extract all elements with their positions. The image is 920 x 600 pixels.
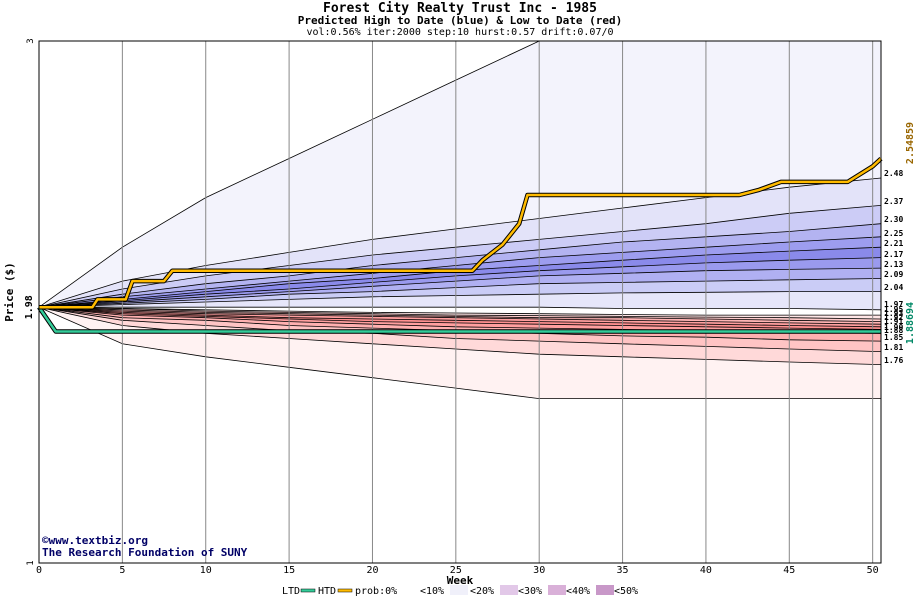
right-value-label: 2.21 (884, 239, 903, 248)
htd-line (39, 157, 882, 309)
x-tick-label: 25 (450, 565, 462, 576)
upper-band-1 (39, 178, 881, 308)
right-value-label: 1.93 (884, 309, 903, 318)
legend-item-label: <20% (470, 586, 494, 597)
legend-swatch (548, 585, 566, 595)
legend-swatch (450, 585, 468, 595)
x-tick-label: 45 (783, 565, 795, 576)
x-tick-label: 30 (533, 565, 545, 576)
right-value-label: 1.90 (884, 323, 903, 332)
grid-lines (121, 41, 874, 563)
legend-swatch (596, 585, 614, 595)
ltd-last-value: 1.88694 (905, 302, 916, 344)
ltd-line (37, 306, 881, 333)
right-value-label: 2.13 (884, 260, 903, 269)
x-tick-label: 10 (200, 565, 212, 576)
right-value-label: 1.95 (884, 305, 903, 314)
start-price-label: 1.98 (24, 295, 35, 319)
lower-band-4 (39, 307, 881, 334)
upper-band-3 (39, 223, 881, 308)
upper-band-8 (39, 278, 881, 308)
x-tick-label: 40 (700, 565, 712, 576)
right-value-label: 1.85 (884, 333, 903, 342)
right-value-label: 1.76 (884, 356, 903, 365)
x-axis-label: Week (447, 574, 474, 587)
lower-band-6 (39, 307, 881, 327)
x-tick-label: 35 (617, 565, 629, 576)
lower-band-1 (39, 307, 881, 365)
right-value-label: 1.92 (884, 313, 903, 322)
legend-item-label: <10% (420, 586, 444, 597)
legend-prob-label: prob:0% (355, 586, 397, 597)
chart-header: Forest City Realty Trust Inc - 1985 Pred… (0, 2, 920, 38)
legend-swatch (400, 585, 418, 595)
legend-ltd-label: LTD (282, 586, 300, 597)
lower-band-0 (39, 307, 881, 399)
htd-last-value: 2.54859 (905, 122, 916, 164)
chart-title: Forest City Realty Trust Inc - 1985 (323, 1, 597, 16)
x-tick-label: 15 (283, 565, 295, 576)
right-value-label: 2.04 (884, 283, 903, 292)
upper-band-9 (39, 291, 881, 310)
right-value-label: 1.81 (884, 343, 903, 352)
probability-bands (39, 41, 881, 399)
y-tick-label: 3 (26, 38, 36, 43)
x-tick-label: 20 (366, 565, 378, 576)
legend-item-label: <50% (614, 586, 638, 597)
upper-band-4 (39, 236, 881, 308)
right-value-label: 1.91 (884, 317, 903, 326)
upper-band-0 (39, 41, 881, 308)
right-value-label: 1.88 (884, 326, 903, 335)
legend: LTD HTD prob:0% <10% <20% <30% <40% <50% (282, 585, 638, 597)
upper-band-5 (39, 247, 881, 308)
y-axis-label: Price ($) (3, 262, 16, 322)
legend-htd-swatch (337, 588, 353, 593)
lower-band-2 (39, 307, 881, 352)
right-value-label: 2.25 (884, 229, 903, 238)
plot-frame (38, 40, 882, 564)
legend-item-label: <40% (566, 586, 590, 597)
chart-subtitle: Predicted High to Date (blue) & Low to D… (297, 14, 623, 27)
legend-item-label: <30% (518, 586, 542, 597)
right-value-label: 2.09 (884, 270, 903, 279)
right-value-label: 2.37 (884, 197, 903, 206)
legend-ltd-swatch (300, 588, 316, 593)
upper-band-2 (39, 205, 881, 308)
legend-htd-label: HTD (318, 586, 336, 597)
chart-params: vol:0.56% iter:2000 step:10 hurst:0.57 d… (306, 27, 614, 38)
x-tick-label: 5 (119, 565, 125, 576)
y-tick-label: 1 (26, 560, 36, 565)
lower-band-7 (39, 307, 881, 325)
right-value-label: 2.30 (884, 215, 903, 224)
x-tick-label: 50 (867, 565, 879, 576)
right-value-label: 2.17 (884, 250, 903, 259)
lower-band-8 (39, 307, 881, 322)
x-tick-label: 0 (36, 565, 42, 576)
watermark-org: The Research Foundation of SUNY (42, 546, 248, 559)
watermark-url: ©www.textbiz.org (42, 534, 148, 547)
right-labels: 2.48 2.37 2.30 2.252.21 2.172.132.09 2.04 1.97… (884, 169, 903, 365)
upper-band-6 (39, 257, 881, 308)
upper-band-7 (39, 268, 881, 308)
right-value-label: 2.48 (884, 169, 903, 178)
legend-swatch (500, 585, 518, 595)
right-value-label: 1.97 (884, 300, 903, 309)
